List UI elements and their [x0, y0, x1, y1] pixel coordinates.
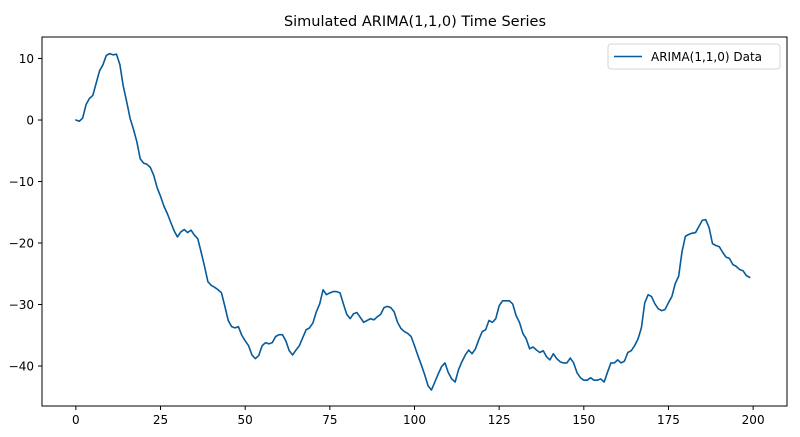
legend-label: ARIMA(1,1,0) Data: [651, 50, 762, 64]
y-axis-ticks: 10 0 −10 −20 −30 −40: [9, 52, 42, 374]
y-tick-label: −30: [9, 298, 34, 312]
y-tick-label: −20: [9, 237, 34, 251]
legend-box: [607, 43, 781, 70]
chart-title: Simulated ARIMA(1,1,0) Time Series: [283, 14, 547, 30]
plot-area: [75, 52, 751, 391]
x-tick-label: 100: [403, 413, 426, 427]
x-axis-ticks: 0 25 50 75 100 125 150 175 200: [72, 406, 765, 427]
legend: ARIMA(1,1,0) Data: [607, 43, 781, 70]
x-tick-label: 0: [72, 413, 80, 427]
x-tick-label: 75: [322, 413, 337, 427]
plot-frame: [41, 36, 788, 407]
y-tick-label: 0: [26, 114, 34, 128]
axes-frame: [41, 36, 788, 407]
x-tick-label: 50: [238, 413, 253, 427]
x-tick-label: 150: [572, 413, 595, 427]
y-tick-label: −10: [9, 175, 34, 189]
x-tick-label: 25: [153, 413, 168, 427]
y-tick-label: 10: [19, 52, 34, 66]
y-tick-label: −40: [9, 360, 34, 374]
x-tick-label: 175: [657, 413, 680, 427]
x-tick-label: 200: [742, 413, 765, 427]
series-line: [75, 52, 751, 391]
x-tick-label: 125: [488, 413, 511, 427]
